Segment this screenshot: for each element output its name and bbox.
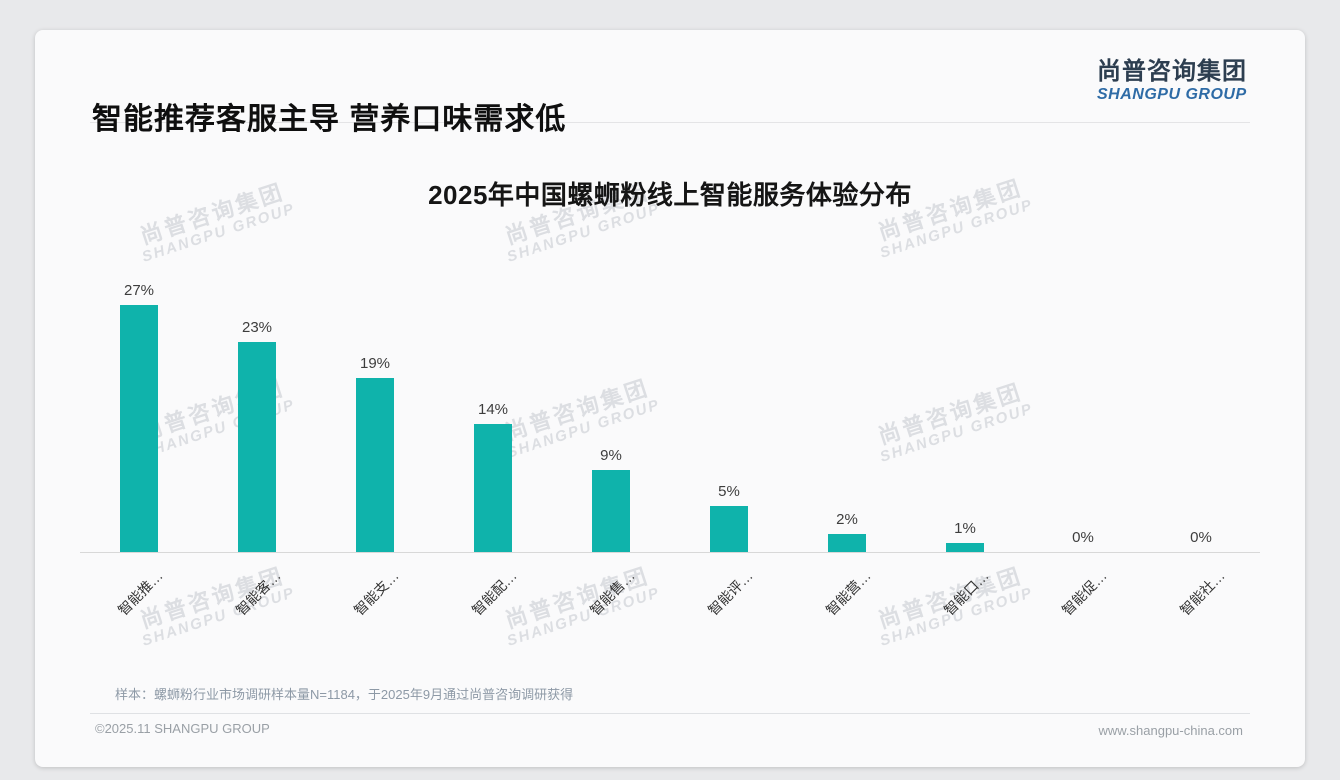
bar-value-label: 27%: [123, 281, 155, 299]
bar-value-label: 14%: [477, 400, 509, 418]
x-axis-label: 智能配…: [468, 567, 520, 619]
x-axis-label: 智能推…: [114, 567, 166, 619]
bar: [238, 341, 276, 552]
website-text: www.shangpu-china.com: [1098, 723, 1243, 738]
x-axis-label: 智能售…: [586, 567, 638, 619]
bar: [592, 469, 630, 552]
company-logo: 尚普咨询集团 SHANGPU GROUP: [1097, 58, 1247, 104]
bar: [356, 378, 394, 552]
bar-column: 27%: [80, 282, 198, 552]
bar-column: 0%: [1024, 529, 1142, 552]
bar-value-label: 23%: [241, 318, 273, 336]
bar-value-label: 1%: [954, 519, 976, 537]
x-axis-line: [80, 552, 1260, 553]
bar: [828, 533, 866, 552]
bar-value-label: 0%: [1190, 529, 1212, 546]
bar: [946, 542, 984, 552]
x-axis-label: 智能支…: [350, 567, 402, 619]
page-title: 智能推荐客服主导 营养口味需求低: [92, 103, 567, 137]
bar-value-label: 5%: [718, 483, 740, 501]
bar: [120, 304, 158, 552]
bar-value-label: 2%: [836, 510, 858, 528]
logo-text-cn: 尚普咨询集团: [1097, 58, 1247, 85]
bar-column: 0%: [1142, 529, 1260, 552]
x-axis-labels: 智能推… 智能客… 智能支… 智能配… 智能售… 智能评… 智能营… 智能口… 智能促… 智能社…: [80, 566, 1260, 676]
copyright-text: ©2025.11 SHANGPU GROUP: [95, 721, 270, 736]
x-axis-label: 智能评…: [704, 567, 756, 619]
bar: [710, 506, 748, 552]
bar-column: 14%: [434, 401, 552, 552]
x-axis-label: 智能促…: [1058, 567, 1110, 619]
bar-column: 9%: [552, 447, 670, 552]
x-axis-label: 智能口…: [940, 567, 992, 619]
sample-note: 样本：螺蛳粉行业市场调研样本量N=1184，于2025年9月通过尚普咨询调研获得: [115, 687, 574, 702]
bar-column: 5%: [670, 483, 788, 552]
bar-column: 2%: [788, 511, 906, 552]
bar-column: 19%: [316, 355, 434, 552]
footer-divider: [90, 713, 1250, 714]
bar: [474, 423, 512, 552]
x-axis-label: 智能社…: [1176, 567, 1228, 619]
chart-plot-area: 27% 23% 19% 14% 9% 5% 2% 1% 0% 0%: [80, 260, 1260, 552]
bar-value-label: 9%: [600, 446, 622, 464]
bar-value-label: 19%: [359, 355, 391, 373]
x-axis-label: 智能客…: [232, 567, 284, 619]
logo-text-en: SHANGPU GROUP: [1097, 85, 1247, 103]
slide-card: 尚普咨询集团 SHANGPU GROUP 尚普咨询集团 SHANGPU GROUP 尚普…: [35, 30, 1305, 767]
bar-value-label: 0%: [1072, 529, 1094, 546]
chart-title: 2025年中国螺蛳粉线上智能服务体验分布: [428, 180, 912, 210]
bar-column: 23%: [198, 319, 316, 552]
x-axis-label: 智能营…: [822, 567, 874, 619]
header-divider: [90, 122, 1250, 123]
bar-column: 1%: [906, 520, 1024, 552]
